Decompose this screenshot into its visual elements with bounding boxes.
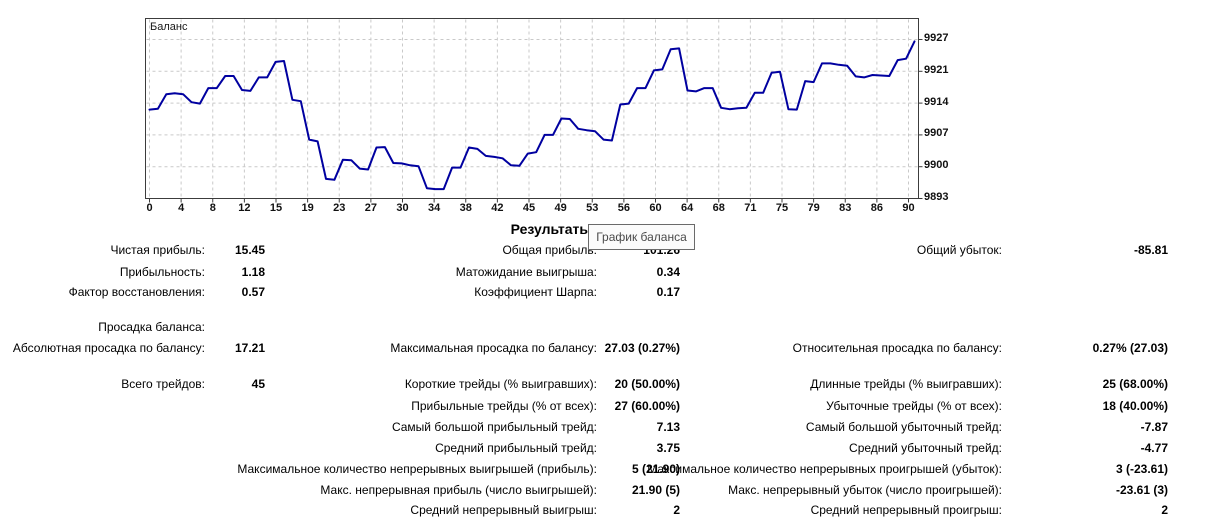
stat-label: Фактор восстановления: <box>68 285 205 299</box>
x-tick-label: 60 <box>649 202 662 214</box>
stat-label: Максимальное количество непрерывных выиг… <box>237 462 597 476</box>
stat-row: Абсолютная просадка по балансу: 17.21 Макс… <box>0 338 1205 359</box>
stat-label: Длинные трейды (% выигравших): <box>810 377 1002 391</box>
balance-chart[interactable]: Баланс <box>145 18 924 214</box>
stat-label: Просадка баланса: <box>98 320 205 334</box>
balance-chart-plot[interactable] <box>145 18 924 204</box>
results-header: Результаты <box>510 221 592 237</box>
stat-value: 3 (-23.61) <box>1115 462 1168 476</box>
stat-value: -7.87 <box>1140 420 1168 434</box>
x-tick-label: 42 <box>491 202 504 214</box>
x-tick-label: 15 <box>269 202 283 214</box>
stat-label: Общая прибыль: <box>502 243 597 257</box>
x-tick-label: 34 <box>428 202 441 214</box>
stat-value: 45 <box>251 377 265 391</box>
x-tick-label: 45 <box>522 202 536 214</box>
stat-row: Просадка баланса: <box>0 317 1205 338</box>
stat-row: Фактор восстановления: 0.57 Коэффициент Ша… <box>0 282 1205 303</box>
x-tick-label: 23 <box>333 202 346 214</box>
stat-value: 20 (50.00%) <box>614 377 680 391</box>
stat-value: 0.17 <box>656 285 680 299</box>
stat-label: Матожидание выигрыша: <box>455 265 597 279</box>
stat-label: Средний непрерывный проигрыш: <box>810 503 1002 517</box>
x-tick-label: 75 <box>775 202 789 214</box>
y-tick-label: 9914 <box>924 95 949 108</box>
stat-row: Средний прибыльный трейд: 3.75 Средний убы… <box>0 438 1205 459</box>
stat-label: Относительная просадка по балансу: <box>792 341 1002 355</box>
stat-value: 0.27% (27.03) <box>1092 341 1168 355</box>
x-tick-label: 53 <box>586 202 599 214</box>
stat-label: Макс. непрерывная прибыль (число выигрыш… <box>320 483 597 497</box>
x-tick-label: 83 <box>839 202 852 214</box>
x-tick-label: 4 <box>178 202 185 214</box>
stat-value: 1.18 <box>241 265 265 279</box>
stat-value: -23.61 (3) <box>1115 483 1168 497</box>
stat-row: Макс. непрерывная прибыль (число выигрыш… <box>0 480 1205 501</box>
x-tick-label: 86 <box>870 202 883 214</box>
stat-label: Самый большой прибыльный трейд: <box>391 420 597 434</box>
stat-label: Общий убыток: <box>916 243 1002 257</box>
stat-label: Максимальное количество непрерывных прои… <box>647 462 1002 476</box>
stat-value: 2 <box>1161 503 1168 517</box>
stat-value: 27 (60.00%) <box>614 399 680 413</box>
stat-value: 21.90 (5) <box>631 483 680 497</box>
stat-value: -85.81 <box>1133 243 1168 257</box>
chart-title-balance: Баланс <box>150 21 188 33</box>
x-tick-label: 27 <box>364 202 377 214</box>
x-tick-label: 71 <box>744 202 757 214</box>
y-tick-label: 9893 <box>924 191 949 203</box>
stat-value: 27.03 (0.27%) <box>604 341 680 355</box>
stat-label: Прибыльные трейды (% от всех): <box>411 399 597 413</box>
stat-label: Коэффициент Шарпа: <box>474 285 597 299</box>
x-tick-label: 79 <box>807 202 820 214</box>
stat-value: 3.75 <box>656 441 680 455</box>
stat-value: 18 (40.00%) <box>1102 399 1168 413</box>
stat-label: Всего трейдов: <box>121 377 205 391</box>
stat-row: Прибыльные трейды (% от всех): 27 (60.00%… <box>0 396 1205 417</box>
x-tick-label: 56 <box>617 202 630 214</box>
x-tick-label: 19 <box>301 202 314 214</box>
stat-label: Средний прибыльный трейд: <box>435 441 597 455</box>
stat-value: 5 (21.90) <box>631 462 680 476</box>
x-tick-label: 64 <box>681 202 694 214</box>
stat-label: Абсолютная просадка по балансу: <box>12 341 205 355</box>
stat-value: 15.45 <box>234 243 265 257</box>
stat-label: Самый большой убыточный трейд: <box>805 420 1002 434</box>
x-tick-label: 68 <box>712 202 725 214</box>
x-tick-label: 90 <box>902 202 915 214</box>
stat-label: Короткие трейды (% выигравших): <box>404 377 597 391</box>
stat-row: Прибыльность: 1.18 Матожидание выигрыша: 0.… <box>0 262 1205 283</box>
stat-row: Всего трейдов: 45 Короткие трейды (% выигр… <box>0 374 1205 395</box>
stat-value: 0.57 <box>241 285 265 299</box>
stat-value: 25 (68.00%) <box>1102 377 1168 391</box>
y-tick-label: 9927 <box>924 32 949 44</box>
x-tick-label: 0 <box>146 202 153 214</box>
y-tick-label: 9907 <box>924 127 949 140</box>
stat-label: Прибыльность: <box>119 265 205 279</box>
stat-value: -4.77 <box>1140 441 1168 455</box>
stat-value: 7.13 <box>656 420 680 434</box>
stat-row: Средний непрерывный выигрыш: 2 Средний неп… <box>0 500 1205 521</box>
stat-value: 2 <box>673 503 680 517</box>
stat-label: Чистая прибыль: <box>110 243 205 257</box>
x-tick-label: 8 <box>209 202 216 214</box>
stat-row: Максимальное количество непрерывных выиг… <box>0 459 1205 480</box>
x-tick-label: 12 <box>238 202 251 214</box>
stat-label: Средний непрерывный выигрыш: <box>410 503 597 517</box>
stat-value: 17.21 <box>234 341 265 355</box>
y-tick-label: 9900 <box>924 159 949 172</box>
x-tick-label: 30 <box>396 202 409 214</box>
stat-row: Чистая прибыль: 15.45 Общая прибыль: 101.26… <box>0 240 1205 261</box>
stat-label: Средний убыточный трейд: <box>849 441 1002 455</box>
y-tick-label: 9921 <box>924 63 949 76</box>
stat-label: Макс. непрерывный убыток (число проигрыш… <box>728 483 1002 497</box>
balance-graph-tooltip: График баланса <box>588 224 695 250</box>
stat-label: Убыточные трейды (% от всех): <box>826 399 1002 413</box>
x-tick-label: 49 <box>554 202 567 214</box>
x-tick-label: 38 <box>459 202 472 214</box>
stat-label: Максимальная просадка по балансу: <box>390 341 597 355</box>
stat-row: Самый большой прибыльный трейд: 7.13 Самый… <box>0 417 1205 438</box>
stat-value: 0.34 <box>656 265 680 279</box>
